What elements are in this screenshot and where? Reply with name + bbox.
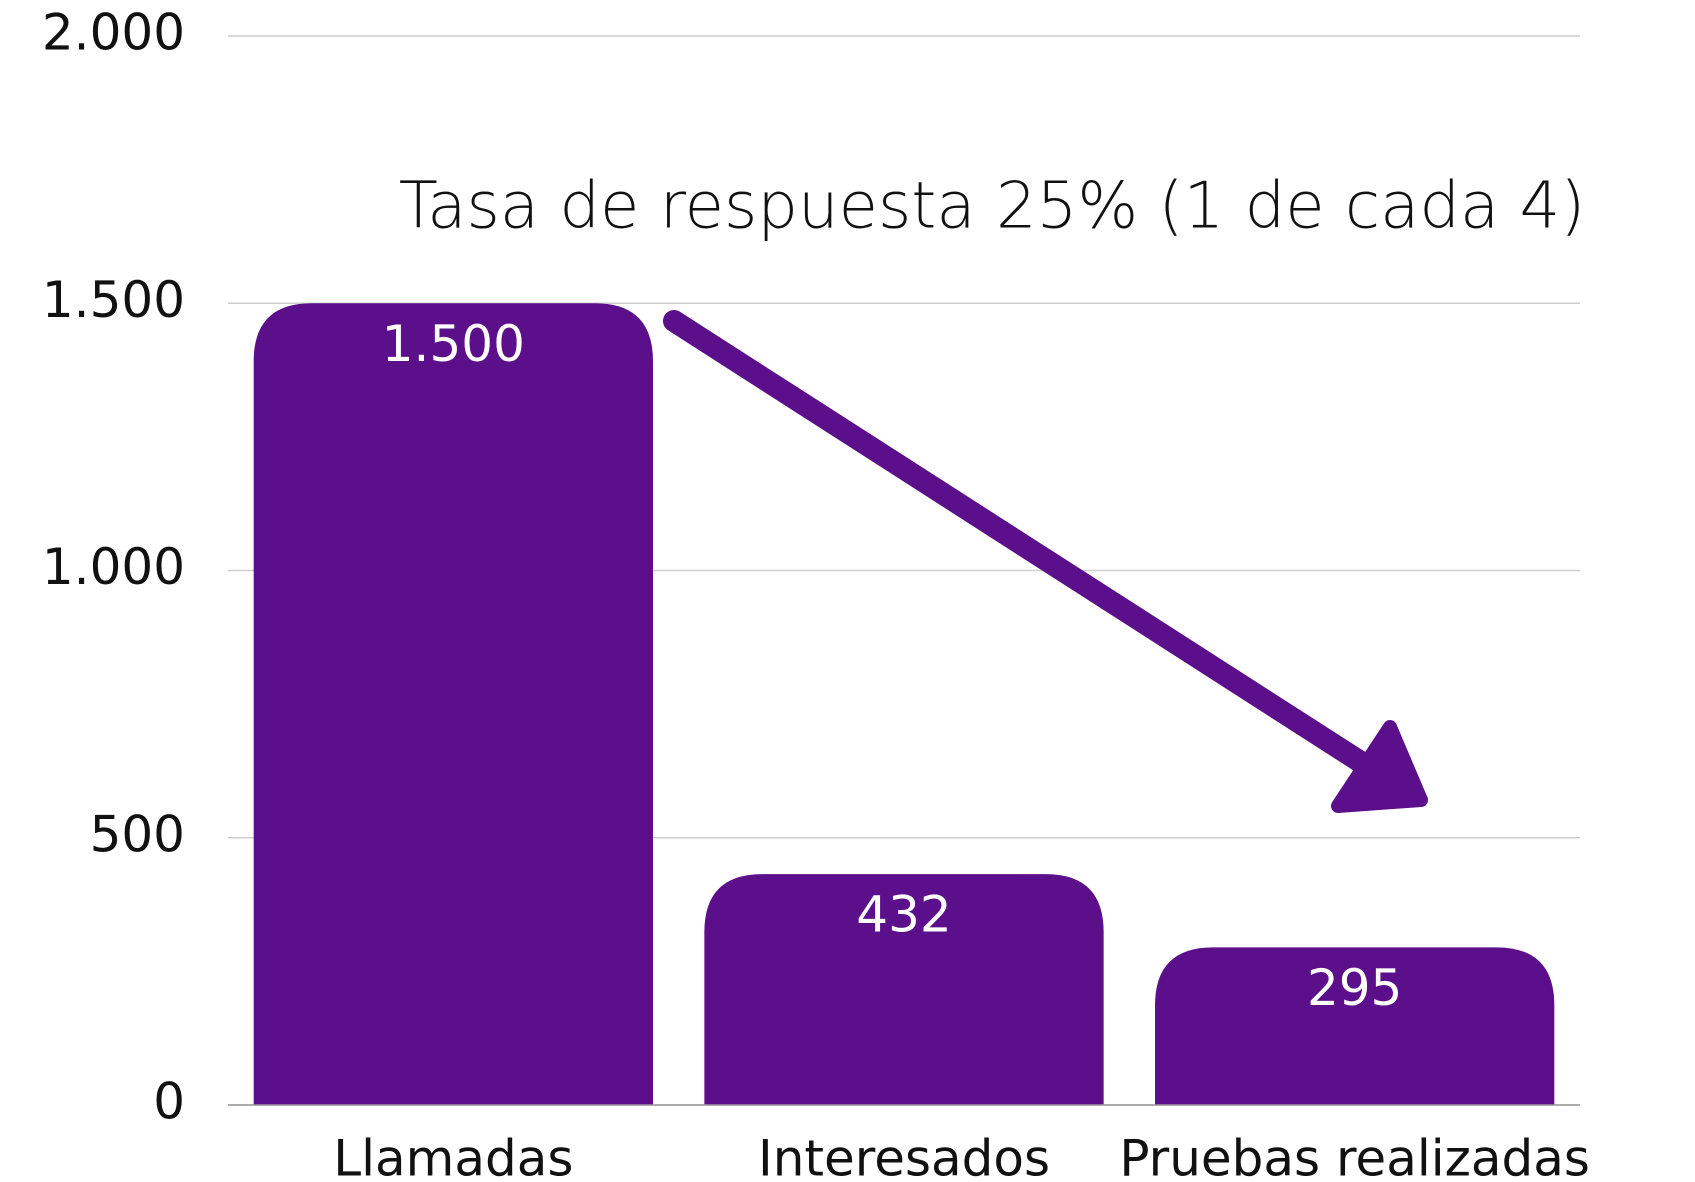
- annotation: Tasa de respuesta 25% (1 de cada 4): [399, 170, 1585, 244]
- y-tick-label: 1.000: [42, 538, 185, 596]
- value-label: 432: [856, 886, 951, 944]
- arrow-shaft: [663, 310, 1381, 779]
- value-label: 1.500: [382, 315, 525, 373]
- x-tick-label: Interesados: [758, 1130, 1050, 1182]
- y-tick-label: 2.000: [42, 4, 185, 62]
- bar: [253, 303, 653, 1105]
- y-tick-label: 1.500: [42, 271, 185, 329]
- arrow-head: [1331, 720, 1428, 813]
- x-tick-label: Llamadas: [333, 1130, 573, 1182]
- value-label: 295: [1307, 959, 1402, 1017]
- y-tick-label: 500: [90, 805, 185, 863]
- bar: [1155, 947, 1555, 1105]
- y-tick-label: 0: [153, 1073, 185, 1131]
- bar: [704, 874, 1104, 1105]
- x-tick-label: Pruebas realizadas: [1119, 1130, 1590, 1182]
